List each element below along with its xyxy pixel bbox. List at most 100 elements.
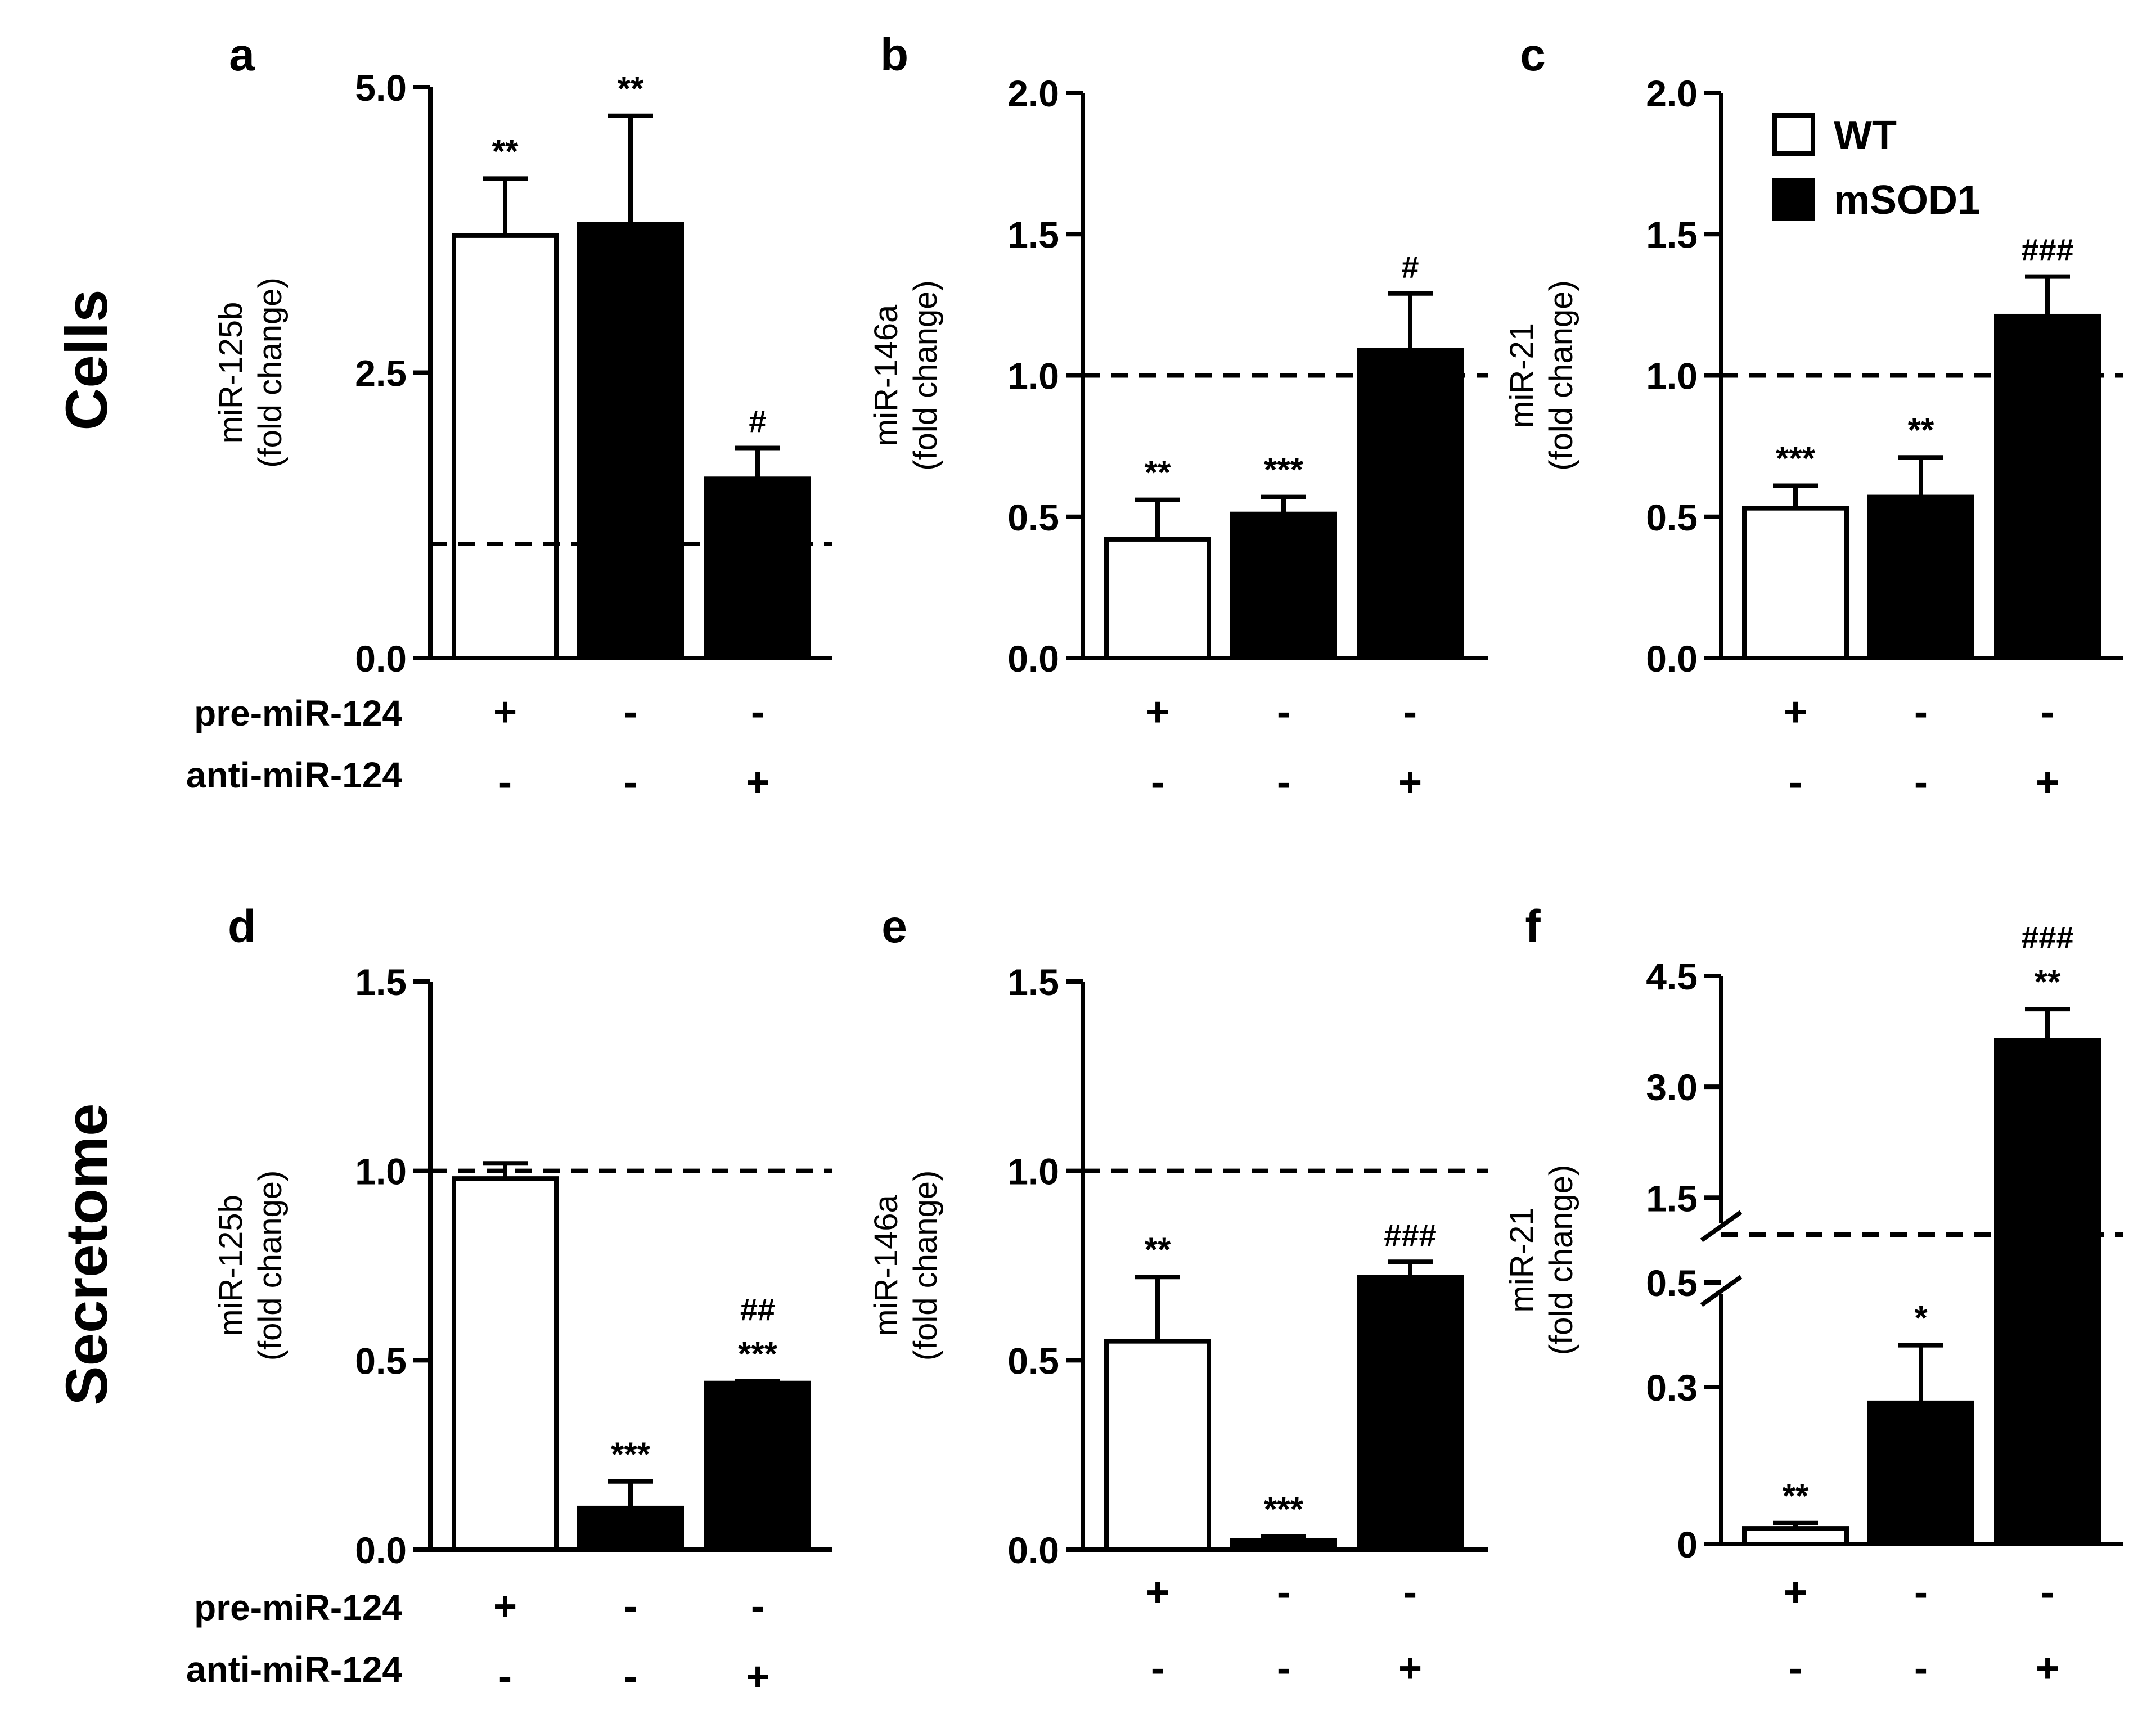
y-axis-label-line: (fold change) — [252, 1171, 289, 1361]
row-labels: Cells Secretome — [54, 290, 120, 1406]
significance-annotation: *** — [1776, 439, 1816, 477]
y-axis-label: miR-125b(fold change) — [213, 277, 289, 468]
y-tick-label: 3.0 — [1646, 1066, 1698, 1108]
bar — [1867, 494, 1974, 660]
bar — [1357, 348, 1464, 660]
y-axis-label-line: miR-146a — [868, 304, 904, 446]
treatment-pre-marker: - — [1403, 1570, 1417, 1615]
treatment-pre-marker: - — [2041, 1570, 2054, 1615]
treatment-anti-marker: - — [1789, 760, 1802, 805]
bar — [1230, 511, 1337, 660]
treatment-anti-marker: - — [1277, 760, 1290, 805]
treatment-anti-marker: + — [746, 1654, 769, 1699]
treatment-pre-marker: + — [1146, 690, 1169, 735]
legend: WT mSOD1 — [1772, 113, 1980, 223]
axis-break-mark — [1700, 1275, 1743, 1307]
treatment-pre-marker: - — [1277, 690, 1290, 735]
panel-d: d miR-125b(fold change) 0.0 0.5 1.0 1.5 *** ***… — [186, 901, 832, 1699]
y-axis-label-line: (fold change) — [1543, 1165, 1579, 1356]
treatment-anti-marker: - — [1914, 760, 1928, 805]
treatment-pre-marker: - — [624, 690, 637, 735]
panel-letter-f: f — [1525, 901, 1541, 952]
y-axis-label-line: (fold change) — [907, 1171, 944, 1361]
significance-annotation: ** — [1783, 1477, 1809, 1515]
y-tick-label: 1.0 — [355, 1151, 407, 1192]
significance-annotation: ** — [1145, 454, 1171, 492]
bar — [1104, 1339, 1211, 1552]
y-tick-label: 1.0 — [1007, 1151, 1059, 1192]
bar — [577, 222, 684, 661]
y-tick-label: 2.0 — [1646, 73, 1698, 114]
treatment-anti-marker: - — [624, 1654, 637, 1699]
treatment-anti-marker: + — [1398, 1646, 1422, 1691]
treatment-pre-marker: - — [1914, 690, 1928, 735]
y-axis-label-line: miR-146a — [868, 1195, 904, 1336]
bar — [1357, 1275, 1464, 1552]
y-tick-label: 0.5 — [1007, 497, 1059, 538]
treatment-pre-marker: + — [1146, 1570, 1169, 1615]
legend-label-msod1: mSOD1 — [1834, 178, 1980, 223]
y-tick-label: 5.0 — [355, 67, 407, 109]
y-axis-label: miR-21(fold change) — [1504, 280, 1579, 471]
y-tick-label: 1.0 — [1007, 356, 1059, 397]
panel-letter-e: e — [881, 901, 907, 952]
significance-annotation: * — [1914, 1299, 1928, 1337]
y-axis-label-line: miR-21 — [1504, 1208, 1540, 1313]
treatment-pre-marker: - — [2041, 690, 2054, 735]
significance-annotation: # — [749, 403, 766, 439]
y-tick-label: 1.5 — [1007, 961, 1059, 1003]
significance-annotation: ** — [2035, 963, 2061, 1001]
treatment-anti-marker: + — [2036, 760, 2059, 805]
significance-annotation: ** — [492, 132, 519, 170]
y-tick-label: 0.0 — [1007, 638, 1059, 680]
bar — [452, 1176, 559, 1552]
panel-a: a miR-125b(fold change) 0.0 2.5 5.0 ** ** # pre-… — [186, 29, 832, 805]
treatment-pre-marker: - — [751, 690, 764, 735]
y-axis-label-line: miR-125b — [213, 1195, 249, 1336]
legend-swatch-wt — [1772, 113, 1815, 156]
treatment-anti-marker: + — [1398, 760, 1422, 805]
bar — [452, 233, 559, 660]
y-axis-label: miR-146a(fold change) — [868, 1171, 944, 1361]
significance-annotation: *** — [1264, 1490, 1304, 1528]
bar — [1230, 1538, 1337, 1552]
treatment-anti-marker: - — [1151, 760, 1164, 805]
y-axis-label: miR-21(fold change) — [1504, 1165, 1579, 1356]
treatment-pre-marker: + — [1784, 690, 1807, 735]
y-tick-label: 2.5 — [355, 353, 407, 394]
y-tick-label: 1.5 — [1646, 1177, 1698, 1219]
y-axis-label-line: (fold change) — [252, 277, 289, 468]
y-tick-label: 1.5 — [355, 961, 407, 1003]
significance-annotation: ** — [1908, 411, 1934, 449]
treatment-pre-marker: - — [1403, 690, 1417, 735]
significance-annotation: *** — [738, 1335, 778, 1372]
treatment-pre-marker: - — [751, 1584, 764, 1629]
bar — [1742, 506, 1849, 660]
significance-annotation: ## — [740, 1292, 775, 1327]
treatment-pre-marker: - — [624, 1584, 637, 1629]
y-axis-label: miR-146a(fold change) — [868, 280, 944, 471]
treatment-label-pre: pre-miR-124 — [194, 693, 402, 734]
significance-annotation: *** — [611, 1436, 651, 1473]
y-tick-label: 0.0 — [355, 638, 407, 680]
bar — [704, 1380, 811, 1552]
treatment-pre-marker: - — [1277, 1570, 1290, 1615]
treatment-anti-marker: - — [624, 760, 637, 805]
y-tick-label: 4.5 — [1646, 956, 1698, 997]
significance-annotation: # — [1401, 249, 1419, 285]
treatment-label-anti: anti-miR-124 — [186, 1649, 403, 1690]
significance-annotation: ** — [1145, 1231, 1171, 1268]
significance-annotation: ### — [2021, 232, 2073, 268]
significance-annotation: ### — [2021, 920, 2073, 955]
panel-letter-d: d — [228, 901, 256, 952]
legend-swatch-msod1 — [1772, 178, 1815, 220]
axis-break-mark — [1700, 1210, 1743, 1243]
y-axis-label-line: miR-125b — [213, 302, 249, 443]
treatment-anti-marker: + — [746, 760, 769, 805]
treatment-pre-marker: + — [493, 690, 517, 735]
y-tick-label: 0.0 — [1646, 638, 1698, 680]
legend-label-wt: WT — [1834, 113, 1897, 158]
